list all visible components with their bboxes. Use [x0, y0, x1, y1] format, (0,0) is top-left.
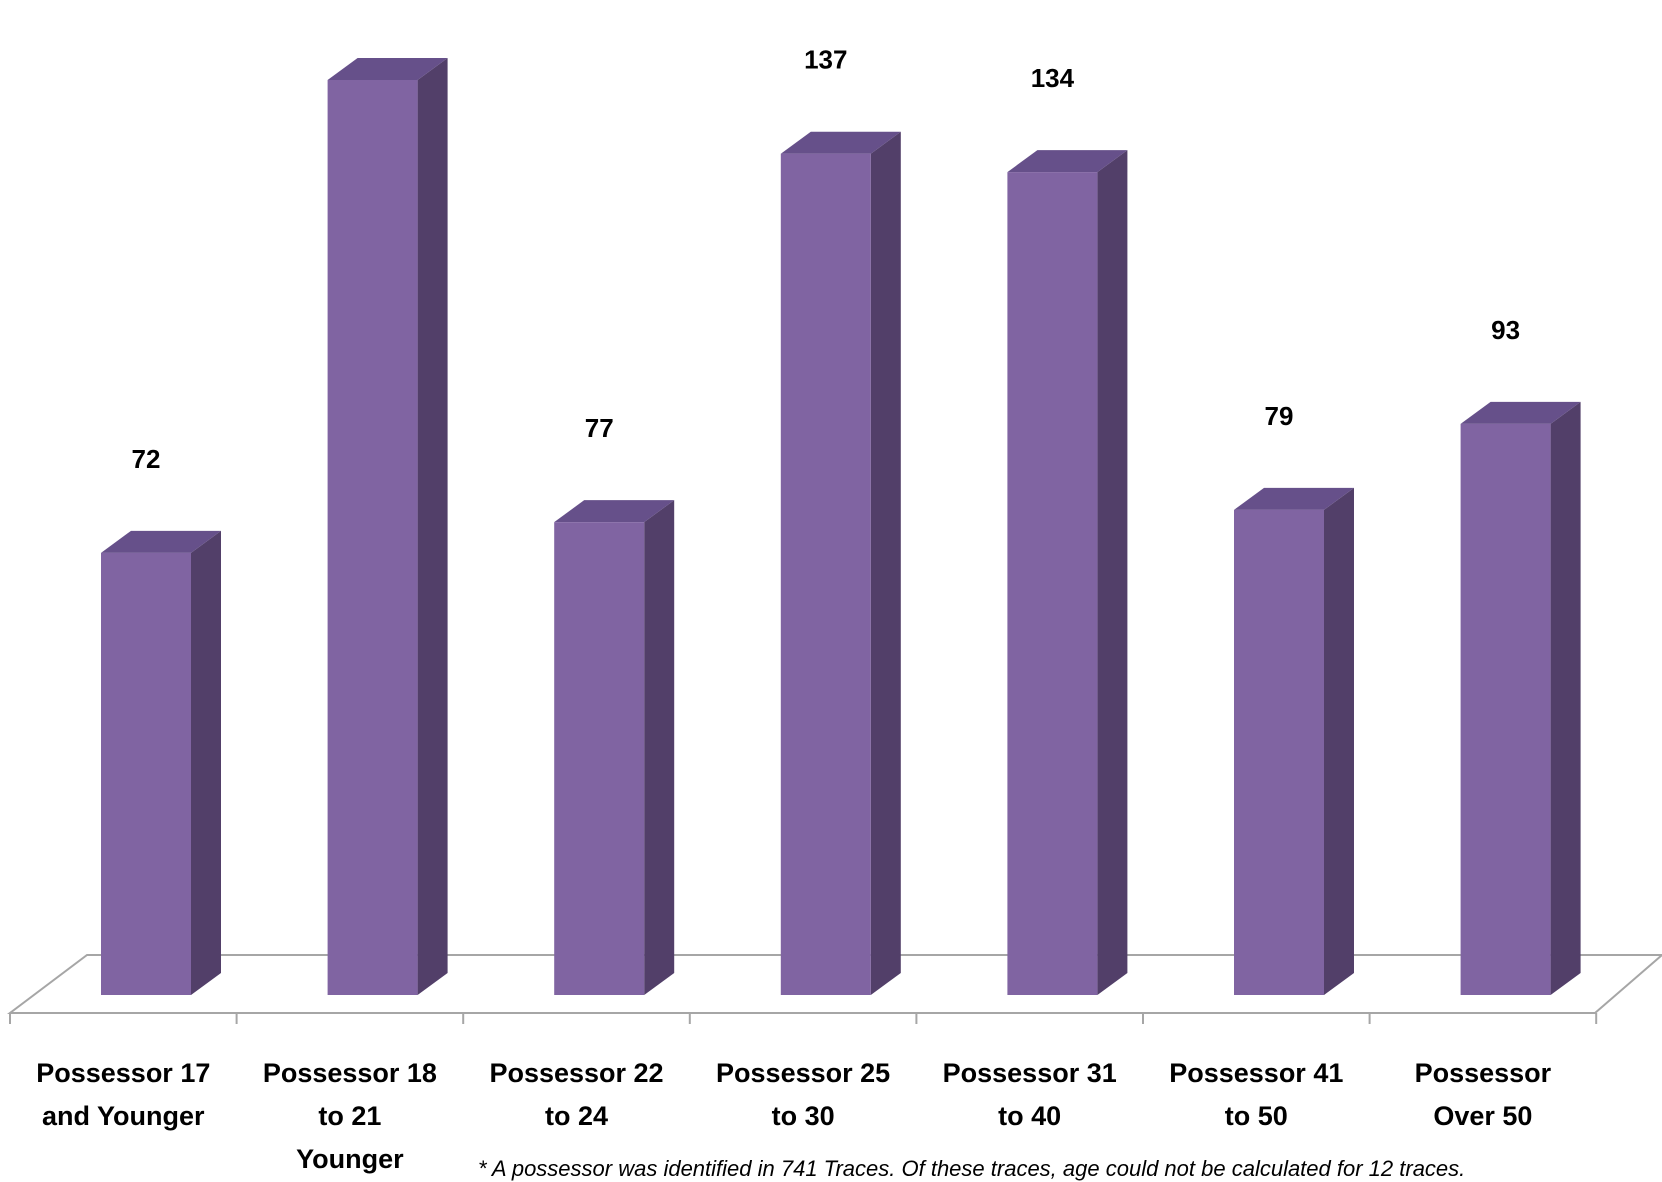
bar-front — [101, 552, 191, 995]
data-label: 77 — [585, 413, 614, 443]
bar-side — [1550, 401, 1581, 996]
bar-top — [1234, 487, 1354, 510]
bar-top — [327, 58, 448, 80]
data-labels-group: 72 149 77 137 134 79 93 — [132, 0, 1521, 474]
data-label: 137 — [804, 45, 847, 75]
category-labels-group: Possessor 17 and Younger Possessor 18 to 21… — [36, 1058, 1551, 1174]
data-label: 93 — [1491, 315, 1520, 345]
bar — [554, 500, 675, 995]
data-label: 72 — [132, 444, 161, 474]
category-label: Possessor Over 50 — [1415, 1058, 1552, 1131]
bar-front — [554, 522, 645, 995]
footnote: * A possessor was identified in 741 Trac… — [478, 1156, 1466, 1181]
floor-plane — [7, 954, 1662, 1014]
bar-top — [101, 530, 221, 553]
bar-side — [1097, 150, 1128, 996]
data-label: 79 — [1265, 401, 1294, 431]
category-label: Possessor 17 and Younger — [36, 1058, 210, 1131]
bar — [1234, 487, 1354, 995]
bar-top — [780, 131, 901, 154]
data-label: 134 — [1031, 63, 1075, 93]
category-label: Possessor 31 to 40 — [943, 1058, 1117, 1131]
bar-front — [780, 153, 871, 995]
bar — [327, 58, 448, 995]
bar-side — [417, 58, 448, 995]
bar — [1460, 401, 1581, 996]
category-label: Possessor 41 to 50 — [1169, 1058, 1343, 1131]
bar — [101, 530, 221, 995]
bar-side — [191, 530, 221, 995]
data-label: 149 — [351, 0, 394, 1]
bar-top — [554, 500, 675, 523]
bar-side — [870, 131, 901, 995]
bar-front — [1007, 172, 1098, 996]
category-label: Possessor 22 to 24 — [489, 1058, 663, 1131]
bars-group — [101, 58, 1581, 996]
floor — [7, 954, 1662, 1024]
category-label: Possessor 25 to 30 — [716, 1058, 890, 1131]
bar-front — [327, 80, 418, 995]
bar-top — [1460, 401, 1581, 424]
bar-top — [1007, 150, 1128, 173]
bar-side — [1324, 487, 1354, 995]
bar — [1007, 150, 1128, 996]
bar-side — [644, 500, 675, 995]
category-label: Possessor 18 to 21 Younger — [263, 1058, 437, 1174]
bar — [780, 131, 901, 995]
bar-front — [1460, 423, 1551, 996]
bar-front — [1234, 509, 1324, 995]
